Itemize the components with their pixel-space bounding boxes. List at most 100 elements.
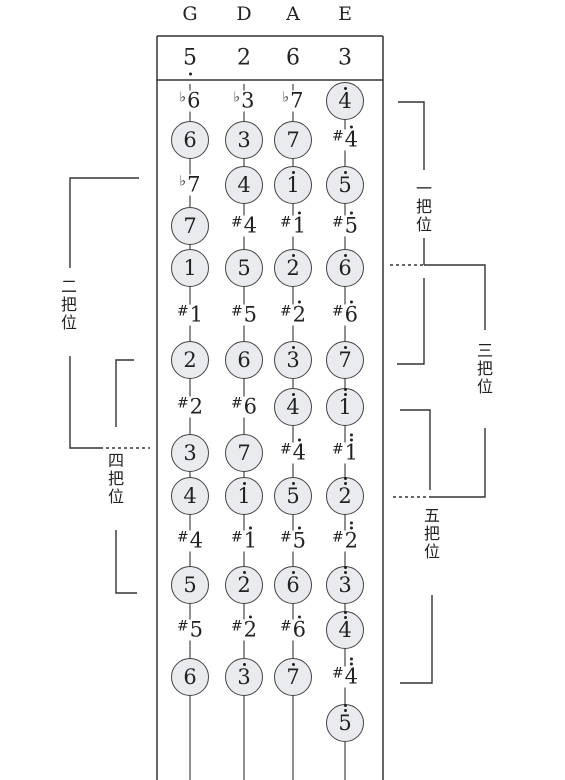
finger-note-circle-e: 3 (326, 565, 364, 604)
octave-dot-high (349, 433, 353, 437)
finger-note-e: #5 (331, 211, 359, 237)
note-digit: 1 (189, 302, 204, 327)
accidental-sign: # (230, 395, 243, 412)
note-digit: 5 (338, 170, 352, 197)
octave-dot-high (297, 211, 301, 215)
finger-note-d: #2 (230, 615, 258, 642)
octave-dot-high (242, 481, 246, 485)
note-digit: 6 (187, 88, 201, 113)
note-digit: 6 (237, 347, 251, 372)
finger-note-circle-g: 4 (171, 477, 209, 515)
octave-dot-high (343, 253, 347, 257)
note-digit: 1 (286, 170, 300, 197)
note-digit: 1 (237, 481, 251, 508)
octave-dot-high (242, 662, 246, 666)
note-digit: 3 (338, 565, 352, 596)
octave-dot-high (343, 565, 347, 569)
octave-dot-high (343, 615, 347, 619)
accidental-sign: # (230, 529, 243, 546)
finger-note-g: #1 (176, 302, 204, 327)
finger-note-circle-a: 7 (274, 121, 312, 159)
octave-dot-high (291, 170, 295, 174)
octave-dot-high (297, 615, 301, 619)
note-digit: 2 (189, 394, 204, 419)
accidental-sign: # (331, 665, 344, 682)
accidental-sign: # (331, 303, 344, 320)
note-digit: 6 (243, 394, 258, 419)
accidental-sign: # (230, 618, 243, 635)
open-string-note-a: 6 (286, 46, 300, 71)
finger-note-circle-e: 5 (326, 166, 364, 204)
finger-note-g: #2 (176, 394, 204, 419)
accidental-sign: # (176, 303, 189, 320)
finger-note-a: #4 (279, 438, 307, 465)
finger-note-circle-a: 2 (274, 249, 312, 287)
octave-dot-high (349, 521, 353, 525)
note-digit: 4 (183, 483, 197, 508)
finger-note-circle-a: 4 (274, 388, 312, 426)
open-string-note-e: 3 (338, 46, 352, 71)
octave-dot-high (343, 610, 347, 614)
note-digit: 1 (345, 433, 358, 464)
string-name-a: A (286, 3, 300, 25)
note-digit: 2 (292, 300, 307, 327)
octave-dot-high (248, 615, 252, 619)
note-digit: 7 (237, 440, 251, 465)
finger-note-d: #6 (230, 394, 258, 419)
bracket-second-position (69, 177, 139, 449)
octave-dot-high (349, 662, 353, 666)
finger-note-d: #1 (230, 526, 258, 553)
finger-note-circle-e: 7 (326, 341, 364, 379)
bracket-fourth-position (115, 359, 137, 594)
octave-dot-low (188, 72, 192, 76)
note-digit: 5 (237, 255, 251, 280)
finger-note-circle-d: 6 (225, 341, 263, 379)
note-digit: 3 (338, 45, 352, 71)
note-digit: 4 (292, 438, 307, 465)
open-string-note-d: 2 (237, 46, 251, 71)
bracket-third-position (397, 264, 486, 498)
accidental-sign: # (279, 214, 292, 231)
finger-note-g: #4 (176, 529, 204, 552)
finger-note-circle-d: 3 (225, 658, 263, 696)
octave-dot-high (297, 438, 301, 442)
finger-note-g: ♭6 (179, 88, 201, 113)
note-digit: 3 (286, 345, 300, 372)
note-digit: 6 (286, 45, 300, 71)
accidental-sign: # (331, 441, 344, 458)
finger-note-circle-g: 6 (171, 121, 209, 159)
label-third-position: 三把位 (476, 341, 493, 396)
finger-note-a: #5 (279, 526, 307, 553)
open-string-note-g: 5 (183, 46, 197, 76)
octave-dot-high (349, 526, 353, 530)
octave-dot-high (297, 300, 301, 304)
accidental-sign: # (279, 618, 292, 635)
accidental-sign: ♭ (233, 89, 241, 106)
accidental-sign: # (176, 529, 189, 546)
finger-note-circle-g: 1 (171, 249, 209, 287)
finger-note-circle-e: 2 (326, 476, 364, 515)
note-digit: 7 (286, 662, 300, 689)
octave-dot-high (291, 345, 295, 349)
finger-note-d: #4 (230, 213, 258, 238)
octave-dot-high (291, 570, 295, 574)
finger-note-circle-a: 7 (274, 658, 312, 696)
note-digit: 5 (292, 526, 307, 553)
note-digit: 7 (183, 213, 197, 238)
note-digit: 6 (344, 300, 359, 327)
note-digit: 4 (243, 213, 258, 238)
note-digit: 7 (187, 172, 201, 197)
finger-note-circle-g: 5 (171, 566, 209, 604)
finger-note-g: ♭7 (179, 172, 201, 197)
note-digit: 4 (338, 86, 352, 113)
finger-note-e: #4 (331, 125, 359, 151)
finger-note-g: #5 (176, 619, 204, 641)
accidental-sign: # (279, 529, 292, 546)
note-digit: 2 (243, 615, 258, 642)
finger-note-a: ♭7 (282, 90, 304, 112)
octave-dot-high (343, 476, 347, 480)
note-digit: 3 (237, 662, 251, 689)
note-digit: 1 (243, 526, 258, 553)
octave-dot-high (349, 657, 353, 661)
label-first-position: 一把位 (415, 179, 432, 234)
